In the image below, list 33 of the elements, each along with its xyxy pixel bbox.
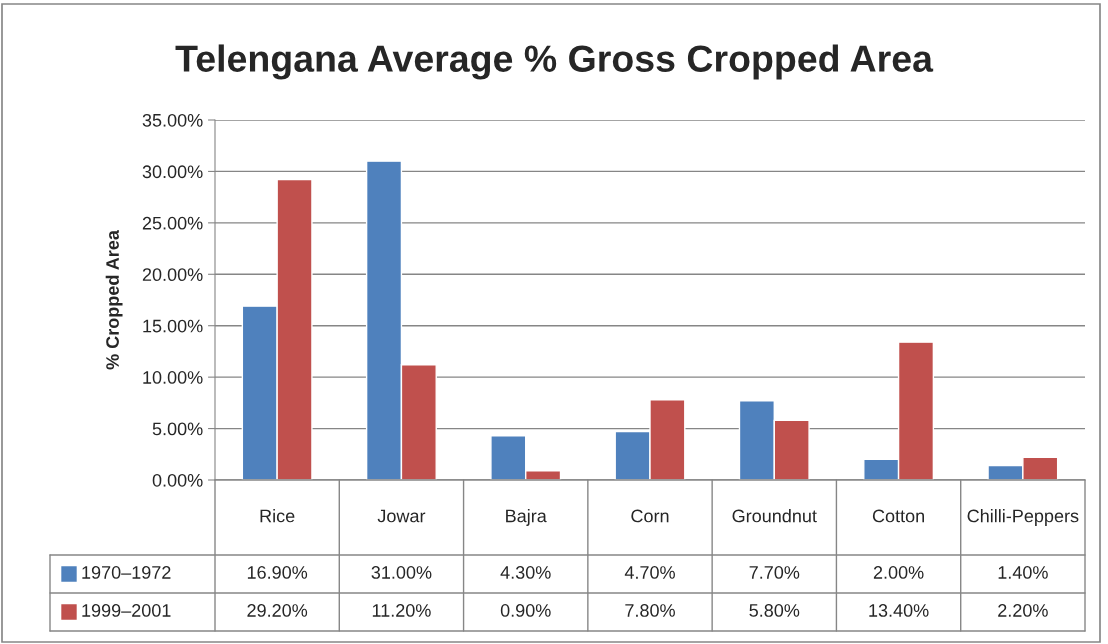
data-label: 4.30% xyxy=(500,566,551,579)
data-label: 16.90% xyxy=(247,566,308,579)
x-tick-label: Corn xyxy=(631,509,669,523)
data-label: 7.70% xyxy=(749,566,800,579)
x-tick-label: Groundnut xyxy=(732,509,817,523)
y-tick-label: 25.00% xyxy=(142,216,203,230)
data-label: 2.00% xyxy=(873,566,924,579)
legend-label: 1970–1972 xyxy=(82,566,171,579)
y-tick-label: 20.00% xyxy=(142,268,203,282)
y-tick-label: 5.00% xyxy=(152,422,203,436)
x-tick-label: Rice xyxy=(260,509,295,523)
y-tick-label: 30.00% xyxy=(142,165,203,179)
y-tick-label: 35.00% xyxy=(142,113,203,127)
data-label: 5.80% xyxy=(749,604,800,617)
y-tick-label: 15.00% xyxy=(143,319,203,333)
x-tick-label: Chilli-Peppers xyxy=(967,509,1079,526)
data-label: 0.90% xyxy=(500,604,551,617)
x-tick-label: Jowar xyxy=(377,509,426,523)
data-label: 4.70% xyxy=(624,566,675,579)
x-tick-label: Cotton xyxy=(872,509,924,523)
data-label: 2.20% xyxy=(998,604,1048,617)
data-label: 13.40% xyxy=(869,604,929,617)
data-label: 31.00% xyxy=(371,566,432,579)
y-tick-label: 0.00% xyxy=(152,473,203,487)
chart-title: Telengana Average % Gross Cropped Area xyxy=(175,44,934,80)
y-axis-title: % Cropped Area xyxy=(105,229,123,370)
data-label: 29.20% xyxy=(247,604,308,617)
data-label: 1.40% xyxy=(998,566,1048,579)
x-tick-label: Bajra xyxy=(506,509,547,526)
data-label: 11.20% xyxy=(372,604,431,617)
y-tick-label: 10.00% xyxy=(143,371,203,384)
legend-label: 1999–2001 xyxy=(82,604,171,617)
data-label: 7.80% xyxy=(625,604,675,617)
